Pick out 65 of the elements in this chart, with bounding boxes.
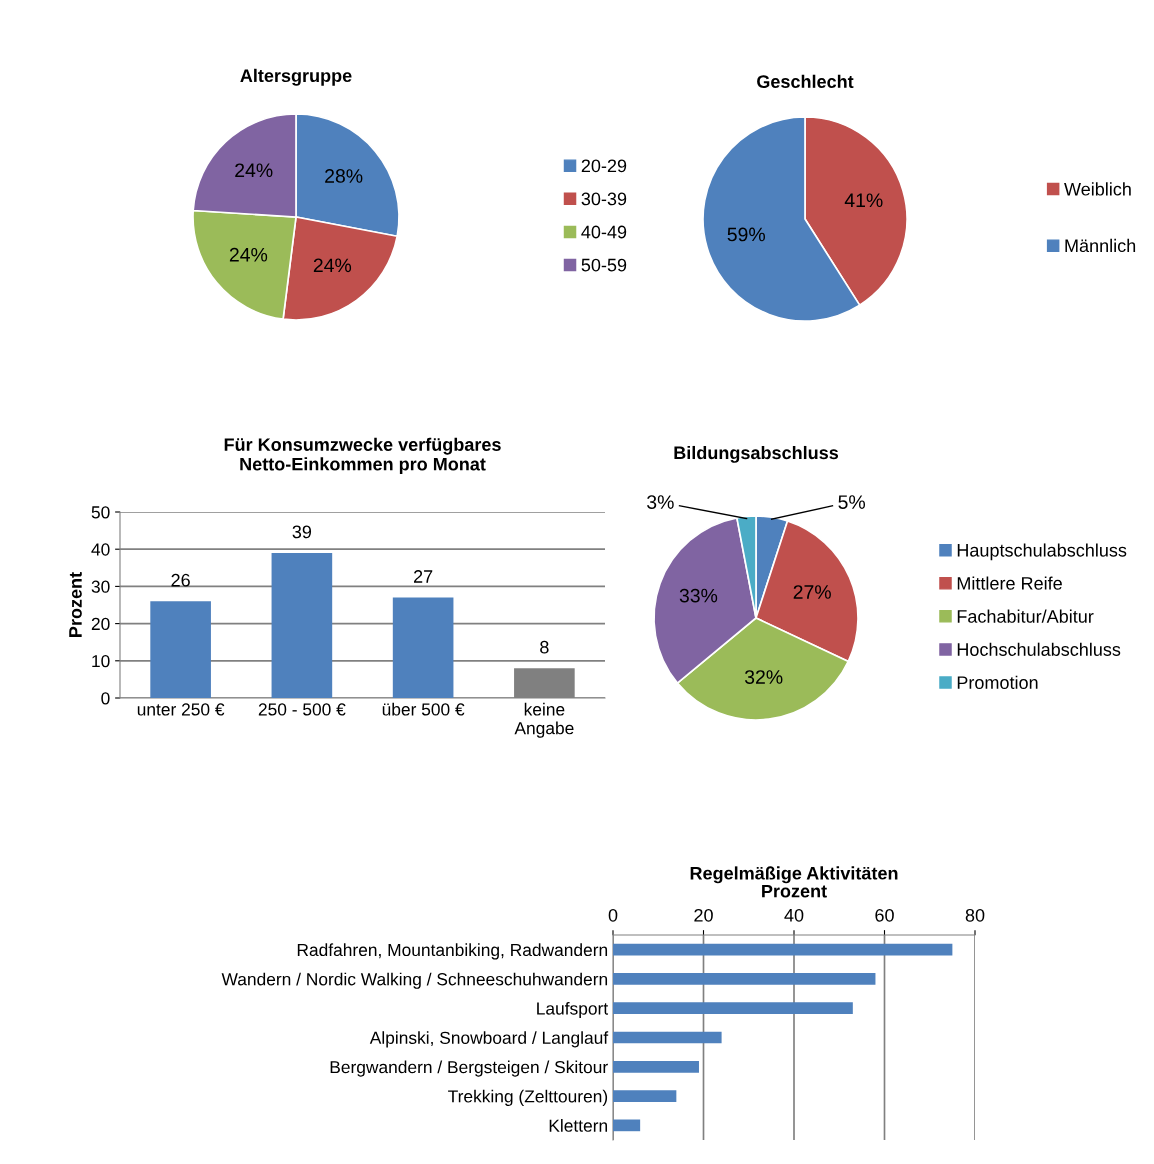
legend-label: 20-29 (581, 159, 627, 173)
bar (271, 552, 333, 698)
bar (613, 973, 876, 985)
bar (613, 1002, 853, 1015)
chart-title: Geschlecht (757, 74, 854, 88)
y-tick-label: Wandern / Nordic Walking / Schneeschuhwandern (221, 972, 608, 989)
y-tick-label: Klettern (549, 1119, 608, 1132)
y-axis-title: Prozent (69, 572, 82, 637)
legend-label: Mittlere Reife (957, 576, 1062, 590)
x-tick-label: keine Angabe (514, 702, 574, 738)
legend-label: Hauptschulabschluss (957, 543, 1127, 561)
y-tick-label: 50 (91, 506, 110, 519)
y-tick-label: 0 (101, 692, 110, 705)
data-label: 3% (647, 495, 674, 509)
legend-label: Männlich (1065, 238, 1136, 253)
y-tick-label: Radfahren, Mountanbiking, Radwandern (297, 943, 608, 960)
data-label: 8 (540, 640, 549, 654)
bar (150, 601, 211, 698)
x-tick-label: 60 (875, 908, 894, 922)
chart-title: Altersgruppe (240, 68, 352, 86)
chart-title: Für Konsumzwecke verfügbares Netto-Einkommen pro Monat (224, 437, 501, 475)
legend-label: Weiblich (1064, 182, 1131, 196)
bar (613, 1090, 677, 1102)
data-label: 24% (235, 163, 273, 178)
y-tick-label: Laufsport (537, 1001, 609, 1019)
data-label: 39 (292, 525, 312, 539)
y-tick-label: 20 (91, 617, 110, 631)
y-tick-label: 30 (91, 580, 110, 593)
legend-label: Hochschulabschluss (957, 642, 1121, 656)
bar (613, 1119, 641, 1132)
y-tick-label: Alpinski, Snowboard / Langlauf (369, 1031, 609, 1048)
x-tick-label: über 500 € (382, 702, 465, 716)
data-label: 33% (679, 588, 718, 603)
data-label: 27% (793, 585, 831, 599)
x-tick-label: 250 - 500 € (258, 703, 346, 716)
bar (613, 1031, 722, 1044)
data-label: 26 (171, 573, 190, 587)
x-tick-label: 20 (694, 908, 713, 922)
bar (613, 1060, 699, 1073)
bar (613, 943, 953, 956)
legend-label: Fachabitur/Abitur (957, 609, 1094, 623)
y-tick-label: 40 (91, 543, 110, 556)
x-axis-title: Prozent (762, 884, 827, 898)
legend-label: 40-49 (581, 225, 627, 239)
chart-title: Bildungsabschluss (674, 445, 839, 463)
x-tick-label: 40 (784, 908, 804, 922)
data-label: 5% (838, 495, 866, 509)
legend-label: 30-39 (581, 192, 627, 206)
data-label: 59% (727, 227, 765, 242)
data-label: 24% (229, 247, 268, 262)
data-label: 27 (413, 570, 433, 583)
x-tick-label: 80 (965, 908, 985, 922)
chart-title: Regelmäßige Aktivitäten (690, 866, 898, 884)
x-tick-label: unter 250 € (137, 703, 225, 716)
legend-label: 50-59 (581, 258, 627, 272)
data-label: 28% (325, 169, 363, 183)
y-tick-label: Trekking (Zelttouren) (448, 1089, 608, 1106)
data-label: 32% (744, 670, 783, 684)
y-tick-label: 10 (92, 654, 110, 668)
data-label: 41% (844, 193, 883, 208)
y-tick-label: Bergwandern / Bergsteigen / Skitour (330, 1060, 608, 1077)
data-label: 24% (313, 258, 352, 273)
bar (392, 597, 454, 698)
x-tick-label: 0 (608, 908, 618, 922)
legend-label: Promotion (957, 675, 1038, 690)
